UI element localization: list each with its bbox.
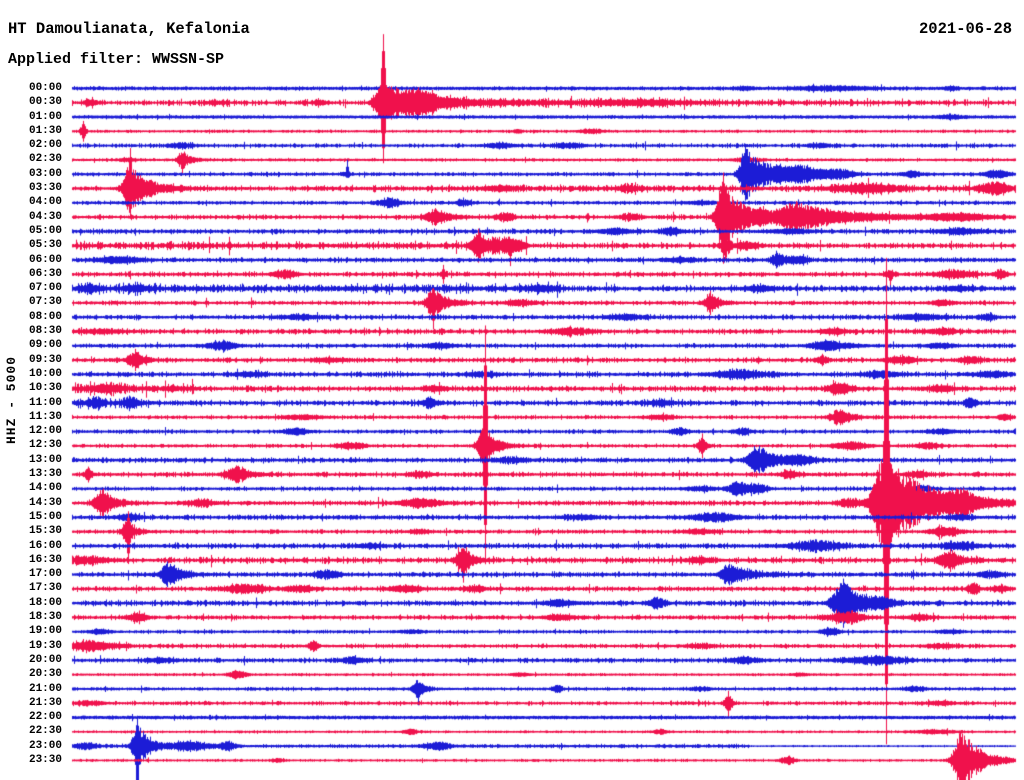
time-label: 10:30 xyxy=(28,382,62,395)
time-label: 20:00 xyxy=(28,653,62,666)
time-label: 09:30 xyxy=(28,353,62,366)
time-label: 06:30 xyxy=(28,267,62,280)
time-label: 19:00 xyxy=(28,625,62,638)
time-label: 09:00 xyxy=(28,339,62,352)
time-label: 17:00 xyxy=(28,568,62,581)
time-label: 20:30 xyxy=(28,668,62,681)
time-label: 22:30 xyxy=(28,725,62,738)
time-label: 05:00 xyxy=(28,224,62,237)
time-label: 21:30 xyxy=(28,696,62,709)
time-label: 18:00 xyxy=(28,596,62,609)
time-label: 01:30 xyxy=(28,124,62,137)
time-label: 11:00 xyxy=(28,396,62,409)
time-label: 08:00 xyxy=(28,310,62,323)
time-label: 07:00 xyxy=(28,282,62,295)
time-label: 16:30 xyxy=(28,553,62,566)
filter-label: Applied filter: WWSSN-SP xyxy=(8,51,225,68)
time-label: 08:30 xyxy=(28,325,62,338)
station-title: HT Damoulianata, Kefalonia xyxy=(8,20,250,38)
time-label: 01:00 xyxy=(28,110,62,123)
time-label: 06:00 xyxy=(28,253,62,266)
time-label: 00:30 xyxy=(28,96,62,109)
time-label: 23:30 xyxy=(28,754,62,766)
time-label: 19:30 xyxy=(28,639,62,652)
date-label: 2021-06-28 xyxy=(918,20,1012,38)
time-label: 13:30 xyxy=(28,468,62,481)
time-label: 12:30 xyxy=(28,439,62,452)
time-label: 14:00 xyxy=(28,482,62,495)
time-label: 04:30 xyxy=(28,210,62,223)
time-label: 02:30 xyxy=(28,153,62,166)
time-label: 17:30 xyxy=(28,582,62,595)
time-label: 03:30 xyxy=(28,182,62,195)
time-label: 12:00 xyxy=(28,425,62,438)
time-label: 10:00 xyxy=(28,367,62,380)
time-label: 15:00 xyxy=(28,510,62,523)
time-label: 00:00 xyxy=(28,82,62,94)
time-label: 14:30 xyxy=(28,496,62,509)
time-label: 23:00 xyxy=(28,739,62,752)
time-label: 22:00 xyxy=(28,711,62,724)
time-label: 15:30 xyxy=(28,525,62,538)
time-label: 05:30 xyxy=(28,239,62,252)
time-label: 04:00 xyxy=(28,196,62,209)
time-label: 16:00 xyxy=(28,539,62,552)
time-label: 18:30 xyxy=(28,611,62,624)
time-label: 07:30 xyxy=(28,296,62,309)
channel-scale-label: HHZ - 5000 xyxy=(4,356,19,445)
time-label: 02:00 xyxy=(28,139,62,152)
time-label: 11:30 xyxy=(28,410,62,423)
time-label: 21:00 xyxy=(28,682,62,695)
time-label: 03:00 xyxy=(28,167,62,180)
time-label: 13:00 xyxy=(28,453,62,466)
